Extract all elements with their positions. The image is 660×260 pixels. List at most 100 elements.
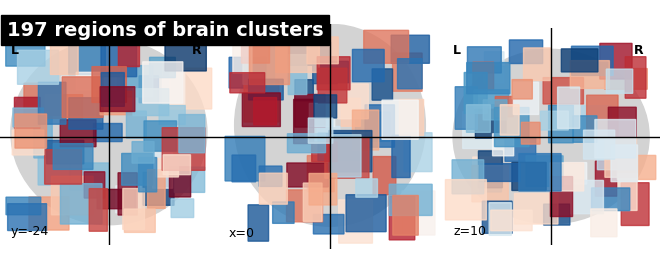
- FancyBboxPatch shape: [399, 99, 424, 135]
- FancyBboxPatch shape: [621, 183, 649, 225]
- FancyBboxPatch shape: [230, 73, 265, 93]
- FancyBboxPatch shape: [391, 35, 430, 63]
- FancyBboxPatch shape: [352, 110, 379, 150]
- FancyBboxPatch shape: [467, 63, 510, 94]
- FancyBboxPatch shape: [127, 111, 147, 138]
- FancyBboxPatch shape: [62, 77, 103, 118]
- FancyBboxPatch shape: [500, 105, 519, 135]
- FancyBboxPatch shape: [329, 131, 372, 172]
- FancyBboxPatch shape: [170, 167, 191, 197]
- FancyBboxPatch shape: [365, 105, 395, 147]
- FancyBboxPatch shape: [595, 120, 636, 158]
- FancyBboxPatch shape: [97, 189, 135, 209]
- FancyBboxPatch shape: [475, 105, 506, 138]
- FancyBboxPatch shape: [397, 59, 422, 89]
- Text: R: R: [634, 44, 644, 57]
- FancyBboxPatch shape: [480, 170, 502, 192]
- FancyBboxPatch shape: [100, 87, 135, 112]
- FancyBboxPatch shape: [38, 156, 69, 185]
- FancyBboxPatch shape: [150, 57, 176, 78]
- FancyBboxPatch shape: [389, 196, 414, 240]
- FancyBboxPatch shape: [618, 174, 637, 210]
- FancyBboxPatch shape: [550, 177, 573, 217]
- FancyBboxPatch shape: [611, 145, 638, 182]
- FancyBboxPatch shape: [512, 80, 533, 99]
- FancyBboxPatch shape: [179, 115, 205, 153]
- FancyBboxPatch shape: [495, 96, 513, 117]
- FancyBboxPatch shape: [249, 79, 283, 100]
- FancyBboxPatch shape: [101, 44, 137, 77]
- FancyBboxPatch shape: [479, 164, 520, 181]
- FancyBboxPatch shape: [572, 46, 613, 75]
- FancyBboxPatch shape: [591, 209, 617, 237]
- FancyBboxPatch shape: [8, 204, 47, 231]
- FancyBboxPatch shape: [364, 30, 409, 63]
- FancyBboxPatch shape: [521, 122, 540, 144]
- FancyBboxPatch shape: [402, 191, 435, 235]
- FancyBboxPatch shape: [494, 107, 529, 147]
- FancyBboxPatch shape: [526, 156, 563, 186]
- FancyBboxPatch shape: [473, 157, 500, 191]
- FancyBboxPatch shape: [259, 166, 282, 186]
- FancyBboxPatch shape: [162, 63, 185, 104]
- FancyBboxPatch shape: [464, 73, 487, 113]
- FancyBboxPatch shape: [581, 106, 611, 134]
- FancyBboxPatch shape: [455, 87, 477, 129]
- Text: R: R: [191, 44, 201, 57]
- FancyBboxPatch shape: [583, 130, 614, 159]
- FancyBboxPatch shape: [287, 134, 325, 153]
- FancyBboxPatch shape: [248, 205, 269, 241]
- FancyBboxPatch shape: [372, 69, 393, 100]
- FancyBboxPatch shape: [489, 203, 512, 235]
- FancyBboxPatch shape: [133, 89, 169, 116]
- FancyBboxPatch shape: [600, 43, 632, 79]
- FancyBboxPatch shape: [467, 47, 501, 73]
- FancyBboxPatch shape: [625, 57, 646, 98]
- FancyBboxPatch shape: [287, 163, 328, 187]
- FancyBboxPatch shape: [170, 68, 212, 109]
- FancyBboxPatch shape: [313, 61, 348, 84]
- FancyBboxPatch shape: [617, 155, 656, 179]
- FancyBboxPatch shape: [605, 136, 636, 177]
- FancyBboxPatch shape: [295, 94, 325, 127]
- FancyBboxPatch shape: [304, 183, 322, 221]
- FancyBboxPatch shape: [446, 180, 486, 220]
- FancyBboxPatch shape: [392, 135, 410, 178]
- FancyBboxPatch shape: [356, 112, 390, 141]
- FancyBboxPatch shape: [308, 118, 333, 143]
- FancyBboxPatch shape: [510, 40, 543, 63]
- FancyBboxPatch shape: [94, 124, 122, 142]
- FancyBboxPatch shape: [473, 62, 494, 90]
- FancyBboxPatch shape: [45, 150, 82, 184]
- FancyBboxPatch shape: [53, 144, 93, 169]
- FancyBboxPatch shape: [116, 186, 141, 213]
- FancyBboxPatch shape: [548, 105, 574, 143]
- FancyBboxPatch shape: [244, 80, 279, 122]
- FancyBboxPatch shape: [484, 52, 504, 83]
- FancyBboxPatch shape: [143, 62, 183, 103]
- FancyBboxPatch shape: [163, 155, 191, 175]
- FancyBboxPatch shape: [544, 204, 570, 225]
- FancyBboxPatch shape: [463, 112, 496, 148]
- Text: L: L: [11, 44, 19, 57]
- FancyBboxPatch shape: [491, 210, 532, 231]
- FancyBboxPatch shape: [6, 43, 45, 66]
- FancyBboxPatch shape: [139, 158, 156, 192]
- FancyBboxPatch shape: [121, 66, 152, 97]
- FancyBboxPatch shape: [312, 142, 337, 161]
- FancyBboxPatch shape: [609, 107, 636, 137]
- FancyBboxPatch shape: [325, 138, 369, 178]
- FancyBboxPatch shape: [543, 77, 583, 104]
- FancyBboxPatch shape: [339, 200, 372, 243]
- FancyBboxPatch shape: [118, 173, 137, 215]
- FancyBboxPatch shape: [34, 117, 52, 158]
- FancyBboxPatch shape: [356, 179, 378, 197]
- FancyBboxPatch shape: [174, 167, 205, 192]
- FancyBboxPatch shape: [331, 135, 361, 177]
- FancyBboxPatch shape: [587, 95, 618, 136]
- FancyBboxPatch shape: [523, 48, 550, 81]
- FancyBboxPatch shape: [152, 153, 173, 188]
- FancyBboxPatch shape: [478, 151, 502, 188]
- FancyBboxPatch shape: [38, 82, 66, 124]
- FancyBboxPatch shape: [308, 155, 334, 192]
